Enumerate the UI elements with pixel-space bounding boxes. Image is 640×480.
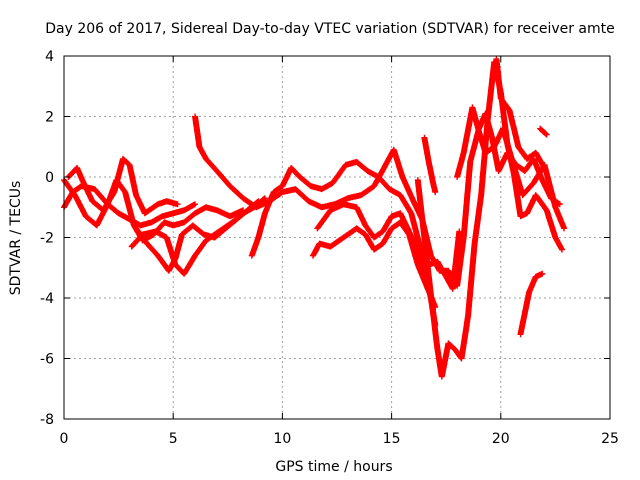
x-tick-label: 20 [492, 431, 510, 447]
series-track-12 [454, 104, 568, 232]
x-tick-label: 25 [601, 431, 619, 447]
y-axis-label: SDTVAR / TECUs [8, 181, 24, 296]
data-marks [248, 158, 463, 292]
data-marks [421, 134, 439, 196]
series-track-11 [414, 59, 565, 380]
chart-title: Day 206 of 2017, Sidereal Day-to-day VTE… [45, 21, 615, 37]
y-tick-label: -2 [40, 231, 54, 247]
data-marks [537, 125, 550, 138]
y-tick-label: 4 [45, 49, 54, 65]
x-axis-label: GPS time / hours [275, 459, 392, 475]
data-marks [133, 198, 262, 274]
series-track-15 [537, 125, 550, 138]
y-tick-label: 0 [45, 170, 54, 186]
data-marks [454, 104, 568, 232]
series-track-7 [248, 158, 463, 292]
series-track-10 [421, 134, 439, 196]
series-track-14 [517, 270, 546, 338]
series-layer [61, 56, 568, 380]
y-tick-label: -4 [40, 291, 54, 307]
x-tick-label: 5 [169, 431, 178, 447]
y-tick-label: -6 [40, 352, 54, 368]
axis-layer: 0 5 10 15 20 25 -8 -6 -4 -2 0 2 4 [40, 49, 619, 447]
data-marks [517, 270, 546, 338]
x-tick-label: 10 [273, 431, 291, 447]
x-tick-label: 0 [60, 431, 69, 447]
y-tick-label: 2 [45, 110, 54, 126]
x-tick-label: 15 [383, 431, 401, 447]
series-track-5 [133, 198, 262, 274]
data-marks [489, 56, 548, 171]
data-marks [414, 59, 565, 380]
y-tick-label: -8 [40, 412, 54, 428]
series-track-13 [489, 56, 548, 171]
